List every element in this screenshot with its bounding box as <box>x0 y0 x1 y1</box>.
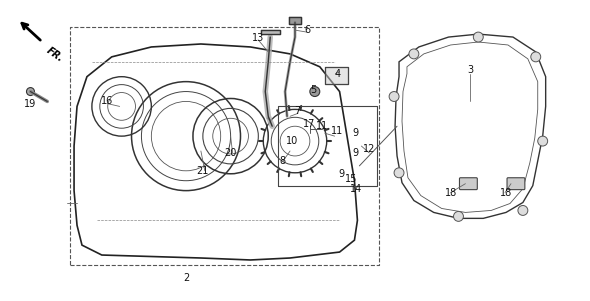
Text: 13: 13 <box>252 33 264 43</box>
Text: 14: 14 <box>350 184 362 194</box>
Text: 18: 18 <box>445 188 458 198</box>
Text: 4: 4 <box>335 69 340 79</box>
Text: 19: 19 <box>24 99 37 110</box>
Text: 7: 7 <box>294 106 300 116</box>
Text: 20: 20 <box>224 148 237 158</box>
Text: 10: 10 <box>286 136 298 146</box>
Polygon shape <box>289 17 301 24</box>
Text: 8: 8 <box>279 156 285 166</box>
FancyBboxPatch shape <box>507 178 525 190</box>
Circle shape <box>531 52 540 62</box>
Circle shape <box>27 88 34 95</box>
Text: 3: 3 <box>467 65 473 75</box>
Circle shape <box>310 87 320 97</box>
Circle shape <box>409 49 419 59</box>
FancyBboxPatch shape <box>460 178 477 190</box>
Circle shape <box>389 92 399 101</box>
Text: 16: 16 <box>101 96 113 107</box>
Text: 17: 17 <box>303 119 315 129</box>
Text: 2: 2 <box>183 273 189 283</box>
Text: 12: 12 <box>363 144 375 154</box>
Polygon shape <box>261 30 280 34</box>
Text: 9: 9 <box>339 169 345 179</box>
Text: 15: 15 <box>345 174 358 184</box>
Text: FR.: FR. <box>44 45 65 64</box>
Circle shape <box>518 206 528 216</box>
Circle shape <box>454 211 463 221</box>
Text: 11: 11 <box>330 126 343 136</box>
Polygon shape <box>324 67 348 84</box>
Text: 21: 21 <box>196 166 209 176</box>
Circle shape <box>473 32 483 42</box>
Text: 6: 6 <box>305 25 311 35</box>
Text: 9: 9 <box>352 148 359 158</box>
Text: 11: 11 <box>316 121 328 131</box>
Text: 18: 18 <box>500 188 512 198</box>
Circle shape <box>537 136 548 146</box>
Text: 5: 5 <box>310 85 316 95</box>
Text: 9: 9 <box>352 128 359 138</box>
Circle shape <box>394 168 404 178</box>
